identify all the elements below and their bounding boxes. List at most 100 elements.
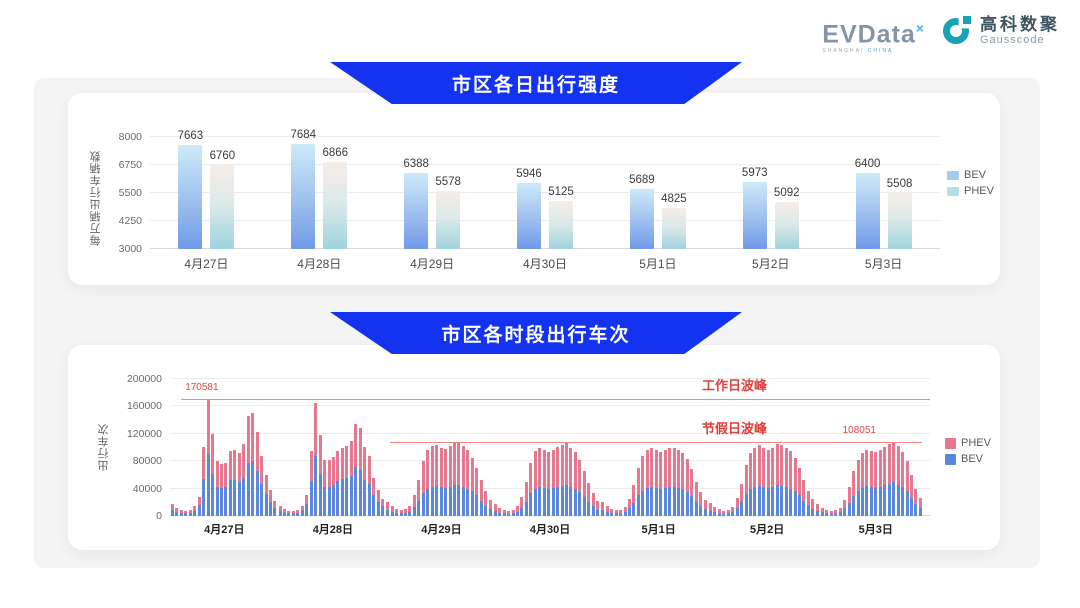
phev-segment xyxy=(372,478,376,496)
phev-segment xyxy=(861,453,864,488)
phev-bar-5月3日: 5508 xyxy=(887,178,912,249)
bev-segment xyxy=(211,473,215,516)
stacked-bar-4月27日-h8 xyxy=(206,379,210,516)
bev-segment xyxy=(726,513,730,516)
stacked-bar-4月30日-h5 xyxy=(516,379,519,516)
phev-segment xyxy=(811,498,815,509)
stacked-bar-5月3日-h20 xyxy=(905,379,909,516)
bev-segment xyxy=(395,512,399,516)
bev-segment xyxy=(318,474,322,516)
stacked-bar-5月3日-h1 xyxy=(820,379,824,516)
stacked-bar-5月1日-h0 xyxy=(601,379,605,516)
phev-segment xyxy=(193,506,197,511)
phev-segment xyxy=(179,509,183,513)
phev-segment xyxy=(748,453,752,490)
bev-segment xyxy=(757,485,761,516)
bev-segment xyxy=(628,508,632,516)
bev-segment xyxy=(806,505,810,516)
bev-segment xyxy=(219,487,223,516)
bar-value-label: 6400 xyxy=(854,157,881,170)
bev-segment xyxy=(224,486,228,516)
stacked-bar-5月1日-h14 xyxy=(663,379,667,516)
stacked-bar-5月2日-h2 xyxy=(717,379,721,516)
phev-segment xyxy=(909,474,913,498)
phev-segment xyxy=(825,509,829,514)
evdata-logo: EVData× SHANGHAI CHINA xyxy=(822,16,925,54)
stacked-bar-4月28日-h6 xyxy=(305,379,309,516)
phev-segment xyxy=(475,468,479,496)
bev-segment xyxy=(641,490,645,516)
phev-segment xyxy=(507,510,511,514)
stacked-bar-4月29日-h19 xyxy=(470,379,474,516)
phev-segment xyxy=(358,427,362,471)
bev-segment xyxy=(829,513,833,516)
phev-segment xyxy=(560,444,564,486)
stacked-bar-4月30日-h20 xyxy=(582,379,586,516)
stacked-bar-4月30日-h0 xyxy=(493,379,497,516)
stacked-bar-5月2日-h19 xyxy=(793,379,797,516)
stacked-bar-5月3日-h6 xyxy=(843,379,847,516)
stacked-bar-4月27日-h13 xyxy=(228,379,232,516)
stacked-bar-5月3日-h11 xyxy=(865,379,869,516)
bev-segment xyxy=(582,496,586,516)
bev-segment xyxy=(901,487,905,516)
stacked-bar-4月30日-h15 xyxy=(560,379,564,516)
chart1-legend-item-bev[interactable]: BEV xyxy=(947,169,994,181)
chart2-legend-item-bev[interactable]: BEV xyxy=(945,453,991,465)
bev-segment xyxy=(498,512,502,516)
phev-segment xyxy=(780,444,784,486)
phev-segment xyxy=(551,449,555,488)
chart2-legend-item-phev[interactable]: PHEV xyxy=(945,437,991,449)
chart2-ytick-160000: 160000 xyxy=(126,400,162,413)
bev-segment xyxy=(175,511,179,516)
stacked-bar-4月29日-h5 xyxy=(408,379,412,516)
phev-segment xyxy=(493,503,497,511)
stacked-bar-5月1日-h16 xyxy=(672,379,676,516)
stacked-bar-4月29日-h9 xyxy=(426,379,430,516)
phev-segment xyxy=(390,506,394,512)
phev-segment xyxy=(278,505,282,511)
phev-segment xyxy=(820,507,824,513)
stacked-bar-4月28日-h9 xyxy=(318,379,322,516)
phev-segment xyxy=(395,509,399,513)
phev-segment xyxy=(516,506,519,512)
stacked-bar-4月28日-h5 xyxy=(300,379,304,516)
bev-segment xyxy=(296,512,300,516)
chart1-xlabel-5月2日: 5月2日 xyxy=(752,257,790,271)
stacked-bar-5月3日-h22 xyxy=(914,379,918,516)
phev-segment xyxy=(452,443,456,486)
bev-bar-4月30日: 5946 xyxy=(516,168,542,249)
phev-segment xyxy=(354,424,358,467)
stacked-bar-4月30日-h13 xyxy=(551,379,555,516)
stacked-bar-4月27日-h11 xyxy=(219,379,223,516)
chart2-day-group-4月28日 xyxy=(278,379,386,516)
bev-segment xyxy=(488,509,492,516)
bev-segment xyxy=(694,501,698,516)
phev-segment xyxy=(605,506,609,512)
bev-segment xyxy=(811,508,815,516)
chart1-gridline-8000 xyxy=(150,136,940,137)
chart1-ytick-3000: 3000 xyxy=(118,243,142,255)
bev-segment xyxy=(309,481,313,516)
stacked-bar-5月1日-h10 xyxy=(645,379,649,516)
stacked-bar-5月3日-h8 xyxy=(852,379,856,516)
phev-segment xyxy=(816,503,820,511)
phev-segment xyxy=(564,443,568,486)
phev-segment xyxy=(784,447,788,488)
phev-segment xyxy=(268,489,272,503)
bev-segment xyxy=(856,490,860,516)
bev-segment xyxy=(865,485,869,516)
bev-segment xyxy=(349,475,353,516)
stacked-bar-4月29日-h0 xyxy=(386,379,390,516)
bev-segment xyxy=(797,495,801,516)
bev-segment xyxy=(887,483,891,516)
stacked-bar-4月30日-h12 xyxy=(547,379,551,516)
chart1-legend-item-phev[interactable]: PHEV xyxy=(947,185,994,197)
stacked-bar-4月30日-h22 xyxy=(591,379,595,516)
phev-segment xyxy=(488,499,492,510)
bev-segment xyxy=(511,513,515,516)
chart1-x-axis-labels: 4月27日 4月28日 4月29日 4月30日 5月1日 5月2日 5月3日 xyxy=(150,255,940,272)
bev-bar-4月29日: 6388 xyxy=(403,158,429,249)
phev-bar-4月30日: 5125 xyxy=(548,186,574,249)
legend-label: PHEV xyxy=(964,185,994,197)
